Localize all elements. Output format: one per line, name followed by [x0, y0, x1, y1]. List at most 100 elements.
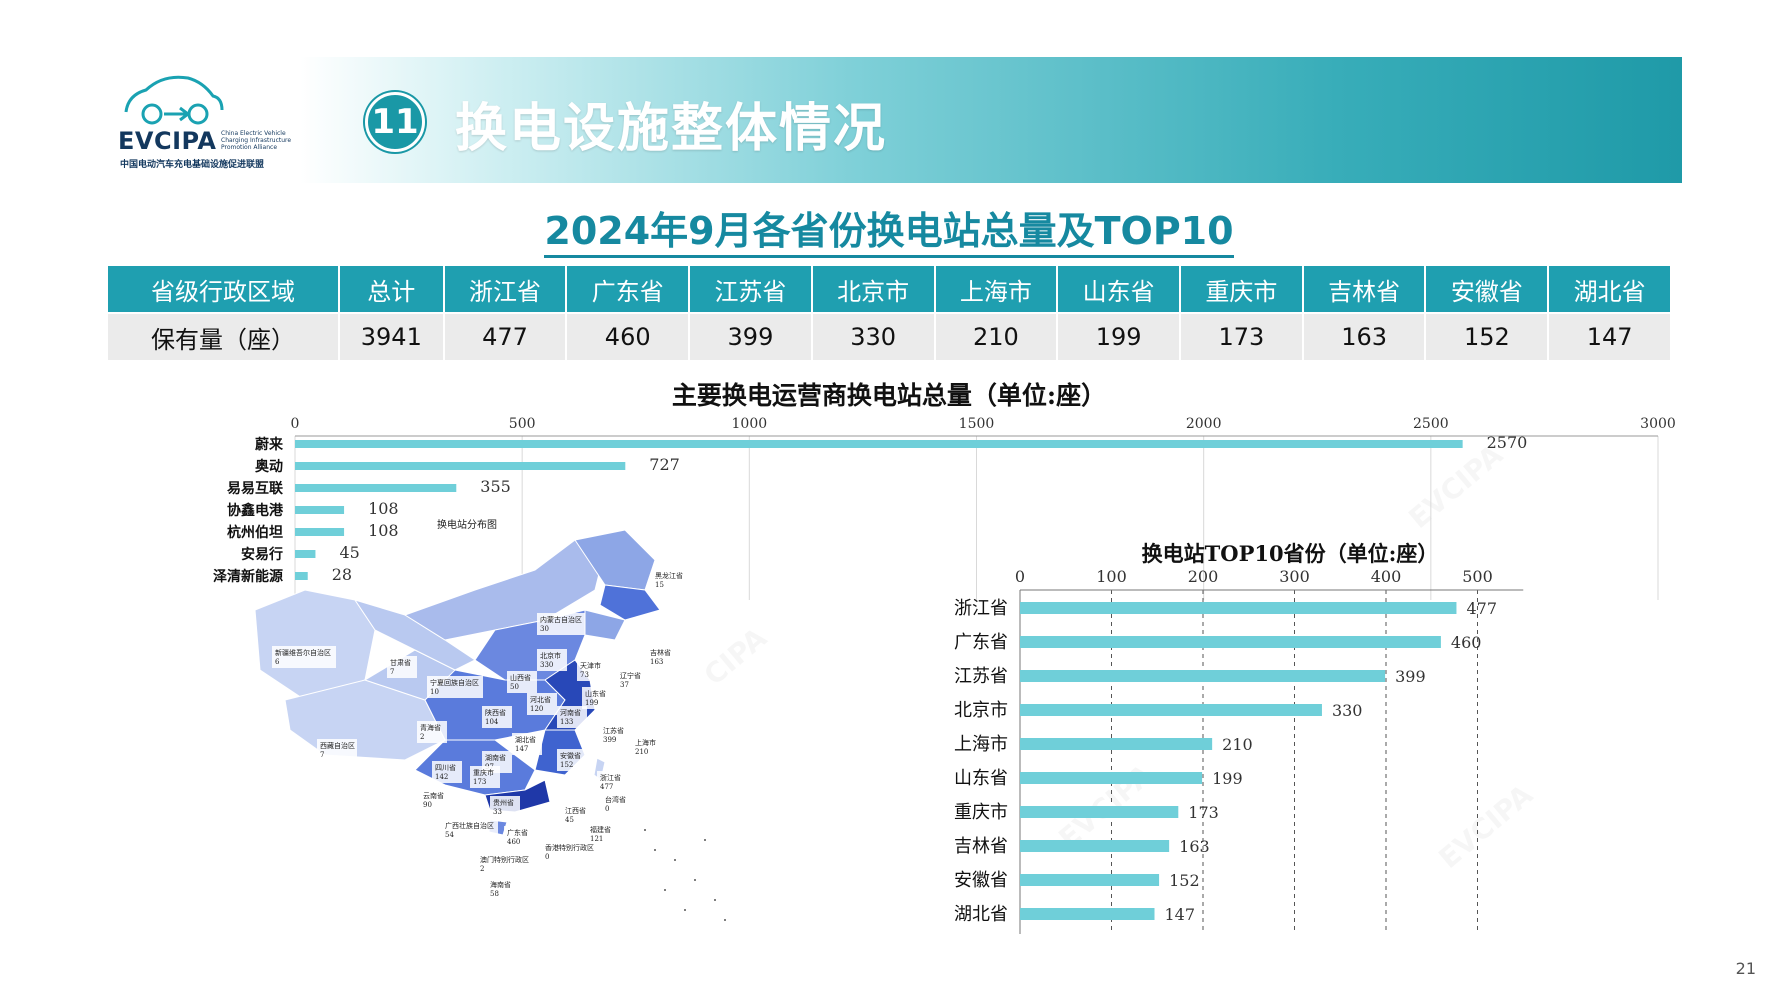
region-value: 330 — [540, 661, 553, 669]
table-row: 保有量（座） 3941 477 460 399 330 210 199 173 … — [108, 313, 1672, 360]
region-value: 30 — [540, 625, 549, 633]
logo-subtitle: China Electric Vehicle Charging Infrastr… — [221, 130, 292, 151]
data-label: 45 — [339, 543, 359, 562]
table-header-cell: 湖北省 — [1548, 266, 1672, 314]
table-header-cell: 广东省 — [566, 266, 691, 314]
category-label: 蔚来 — [255, 436, 284, 453]
label-background — [432, 761, 462, 783]
region-name: 北京市 — [540, 651, 561, 660]
tick-label: 400 — [1371, 567, 1402, 586]
table-header-cell: 吉林省 — [1302, 266, 1427, 314]
table-cell: 152 — [1425, 313, 1550, 360]
region-value: 58 — [490, 890, 499, 898]
label-background — [557, 706, 587, 728]
bar — [1020, 772, 1203, 784]
label-background — [420, 789, 450, 811]
label-background — [557, 749, 587, 771]
region-value: 54 — [445, 831, 454, 839]
table-header-cell: 上海市 — [934, 266, 1059, 314]
data-label: 108 — [368, 499, 399, 518]
category-label: 奥动 — [255, 458, 283, 475]
bar — [1020, 602, 1457, 614]
region-value: 37 — [620, 681, 629, 689]
region-value: 133 — [560, 718, 573, 726]
category-label: 安易行 — [241, 546, 283, 563]
map-region-jilin — [599, 584, 661, 621]
region-name: 甘肃省 — [390, 658, 411, 667]
slide-title-text: 2024年9月各省份换电站总量及TOP10 — [544, 209, 1234, 258]
region-value: 15 — [655, 581, 664, 589]
category-label: 重庆市 — [954, 802, 1008, 823]
data-label: 399 — [1395, 667, 1426, 686]
data-label: 477 — [1466, 599, 1497, 618]
table-cell: 163 — [1302, 313, 1427, 360]
region-value: 460 — [507, 838, 520, 846]
evcipa-logo — [118, 70, 288, 180]
label-background — [470, 766, 500, 788]
region-name: 辽宁省 — [620, 671, 641, 680]
bar — [1020, 704, 1322, 716]
region-name: 吉林省 — [650, 648, 671, 657]
label-background — [577, 659, 607, 681]
table-cell: 147 — [1548, 313, 1672, 360]
bar — [295, 506, 345, 514]
label-background — [617, 669, 647, 691]
bar — [295, 484, 457, 492]
region-value: 0 — [605, 805, 609, 813]
region-value: 2 — [480, 865, 484, 873]
region-name: 海南省 — [490, 880, 511, 889]
region-value: 7 — [390, 668, 394, 676]
bar — [1020, 908, 1155, 920]
label-background — [587, 823, 617, 845]
region-name: 湖北省 — [515, 735, 536, 744]
table-cell: 460 — [566, 313, 691, 360]
section-number-badge: 11 — [365, 92, 425, 152]
tick-label: 1500 — [959, 416, 995, 432]
table-cell: 330 — [811, 313, 936, 360]
region-name: 内蒙古自治区 — [540, 615, 582, 624]
label-background — [487, 878, 517, 900]
category-label: 山东省 — [954, 768, 1008, 789]
label-background — [537, 649, 567, 671]
bar — [295, 440, 1463, 448]
region-value: 147 — [515, 745, 528, 753]
data-label: 727 — [649, 455, 680, 474]
data-label: 28 — [332, 565, 352, 584]
bar — [295, 572, 308, 580]
province-summary-table: 省级行政区域 总计 浙江省 广东省 江苏省 北京市 上海市 山东省 重庆市 吉林… — [108, 266, 1672, 360]
tick-label: 2000 — [1186, 416, 1222, 432]
table-cell: 210 — [934, 313, 1059, 360]
table-header-cell: 安徽省 — [1425, 266, 1550, 314]
table-header-row: 省级行政区域 总计 浙江省 广东省 江苏省 北京市 上海市 山东省 重庆市 吉林… — [108, 266, 1672, 314]
label-background — [427, 676, 483, 698]
category-label: 浙江省 — [954, 598, 1008, 619]
data-label: 460 — [1451, 633, 1482, 652]
category-label: 上海市 — [954, 734, 1008, 755]
data-label: 163 — [1179, 837, 1210, 856]
label-background — [317, 739, 357, 761]
tick-label: 0 — [1015, 567, 1025, 586]
region-value: 142 — [435, 773, 448, 781]
data-label: 147 — [1165, 905, 1196, 924]
region-name: 重庆市 — [473, 768, 494, 777]
slide-title: 2024年9月各省份换电站总量及TOP10 — [0, 200, 1778, 258]
region-name: 山东省 — [585, 689, 606, 698]
south-china-sea-inset — [594, 791, 756, 943]
operators-chart-title: 主要换电运营商换电站总量（单位:座） — [671, 381, 1107, 410]
label-background — [562, 804, 592, 826]
map-region-heilongjiang — [574, 530, 656, 591]
region-name: 江苏省 — [603, 726, 624, 735]
category-label: 广东省 — [954, 632, 1008, 653]
data-label: 108 — [368, 521, 399, 540]
